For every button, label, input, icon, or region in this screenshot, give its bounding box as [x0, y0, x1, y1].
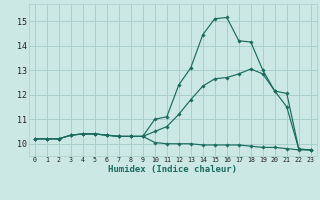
X-axis label: Humidex (Indice chaleur): Humidex (Indice chaleur) — [108, 165, 237, 174]
